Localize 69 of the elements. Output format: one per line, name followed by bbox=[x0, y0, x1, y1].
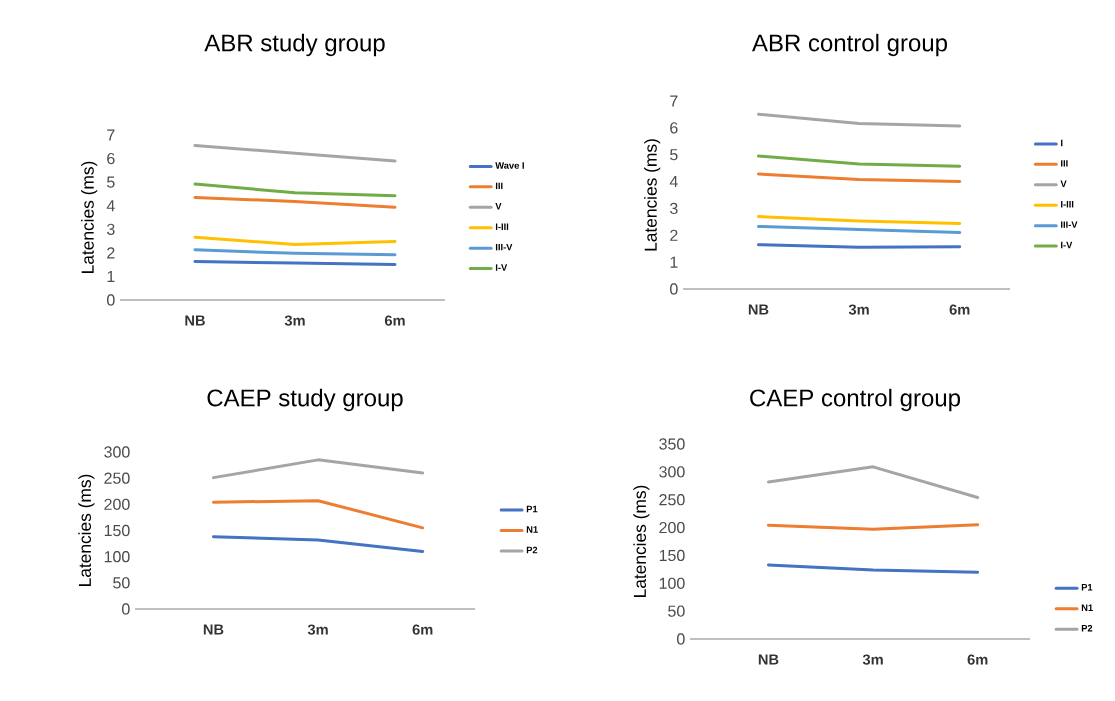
y-tick-label: 250 bbox=[659, 494, 685, 506]
legend-label: N1 bbox=[1081, 604, 1093, 611]
legend-label: P2 bbox=[1081, 624, 1093, 632]
legend-label: N1 bbox=[526, 526, 538, 533]
y-tick-label: 350 bbox=[659, 438, 685, 450]
legend-label: I bbox=[1061, 139, 1063, 147]
x-tick-label: 6m bbox=[412, 624, 433, 635]
y-tick-label: 1 bbox=[670, 256, 678, 268]
legend-label: V bbox=[1060, 180, 1067, 187]
y-tick-label: 4 bbox=[106, 200, 115, 212]
legend-label: P1 bbox=[526, 505, 538, 513]
y-axis-title: Latencies (ms) bbox=[78, 474, 95, 586]
y-axis-title: Latencies (ms) bbox=[633, 485, 650, 597]
chart-title: CAEP control group bbox=[750, 388, 961, 412]
y-tick-label: 200 bbox=[104, 498, 130, 510]
legend-label: I-V bbox=[1061, 241, 1073, 249]
legend-label: P1 bbox=[1081, 584, 1093, 591]
y-tick-label: 250 bbox=[104, 472, 130, 484]
y-tick-label: 0 bbox=[677, 633, 685, 645]
y-tick-label: 6 bbox=[107, 152, 115, 165]
x-tick-label: 6m bbox=[949, 304, 970, 315]
y-tick-label: 4 bbox=[669, 176, 678, 188]
chart-title: ABR study group bbox=[204, 33, 385, 57]
x-tick-label: NB bbox=[185, 315, 205, 326]
y-tick-label: 200 bbox=[659, 521, 685, 534]
x-tick-label: 6m bbox=[967, 654, 988, 665]
legend-label: I-III bbox=[1061, 201, 1074, 208]
legend-label: P2 bbox=[526, 546, 538, 554]
y-tick-label: 300 bbox=[104, 446, 130, 458]
y-tick-label: 300 bbox=[659, 466, 685, 478]
x-tick-label: 3m bbox=[284, 315, 305, 326]
y-tick-label: 3 bbox=[670, 202, 678, 215]
legend-label: III bbox=[1061, 160, 1068, 167]
x-tick-label: 3m bbox=[307, 624, 328, 635]
y-tick-label: 50 bbox=[668, 605, 685, 617]
legend-label: I-V bbox=[495, 264, 508, 271]
x-tick-label: 3m bbox=[862, 654, 883, 665]
legend-label: III-V bbox=[1061, 221, 1078, 228]
y-axis-title: Latencies (ms) bbox=[644, 139, 661, 251]
y-tick-label: 6 bbox=[670, 122, 678, 134]
y-tick-label: 0 bbox=[670, 283, 678, 295]
y-tick-label: 7 bbox=[670, 95, 678, 107]
y-tick-label: 150 bbox=[104, 524, 130, 537]
x-tick-label: NB bbox=[758, 654, 779, 665]
y-tick-label: 2 bbox=[670, 229, 678, 241]
x-tick-label: 3m bbox=[848, 304, 869, 315]
chart-title: ABR control group bbox=[752, 33, 947, 57]
x-tick-label: NB bbox=[203, 624, 224, 635]
legend-label: V bbox=[495, 203, 502, 210]
x-tick-label: 6m bbox=[384, 315, 405, 326]
legend-label: III bbox=[495, 182, 503, 190]
y-tick-label: 0 bbox=[107, 294, 115, 306]
y-tick-label: 50 bbox=[113, 577, 130, 589]
y-tick-label: 1 bbox=[107, 270, 115, 282]
y-tick-label: 150 bbox=[659, 549, 685, 562]
y-tick-label: 5 bbox=[670, 149, 678, 161]
y-tick-label: 100 bbox=[659, 577, 685, 589]
y-axis-title: Latencies (ms) bbox=[81, 161, 98, 273]
y-tick-label: 100 bbox=[104, 551, 130, 563]
x-tick-label: NB bbox=[748, 304, 769, 315]
legend-label: I-III bbox=[495, 223, 509, 230]
y-tick-label: 2 bbox=[107, 247, 115, 259]
legend-label: III-V bbox=[495, 243, 513, 251]
chart-title: CAEP study group bbox=[207, 388, 403, 412]
legend-label: Wave I bbox=[495, 162, 524, 169]
y-tick-label: 7 bbox=[107, 129, 115, 141]
y-tick-label: 5 bbox=[107, 176, 115, 188]
y-tick-label: 3 bbox=[107, 223, 115, 235]
y-tick-label: 0 bbox=[122, 603, 130, 615]
